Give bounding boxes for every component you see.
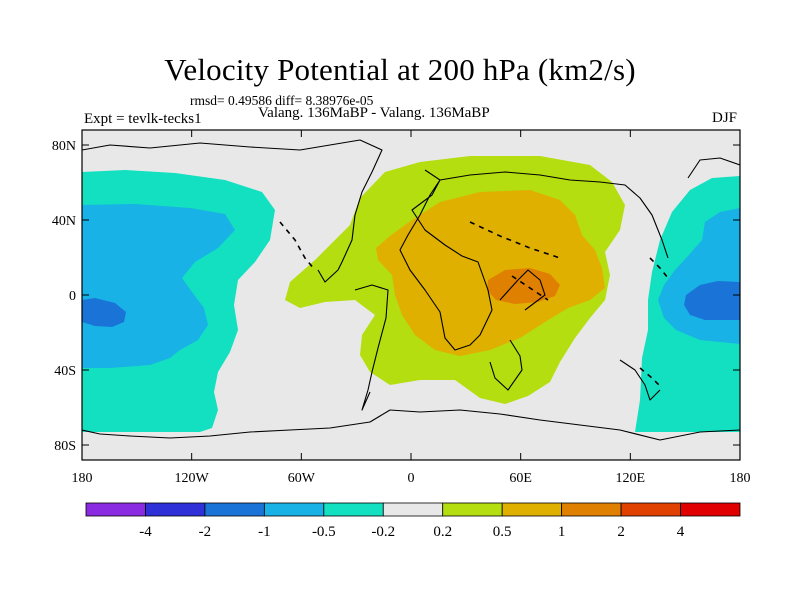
colorbar-label: -2 [199,524,212,540]
contour-west-neg05 [82,204,235,368]
map-panel [82,130,740,460]
colorbar-swatch [145,502,206,517]
colorbar-swatch [561,502,622,517]
colorbar-label: 1 [558,524,566,540]
colorbar-swatch [382,502,444,517]
contour-center-pos1 [487,268,560,304]
colorbar-swatch [204,502,265,517]
contour-east-neg1 [684,281,740,320]
y-axis: 80N 40N 0 40S 80S [52,139,740,454]
colorbar: -4 -2 -1 -0.5 -0.2 0.2 0.5 1 2 4 [85,502,741,540]
colorbar-swatch [323,502,384,517]
x-tick-label: 180 [72,471,93,486]
colorbar-swatch [680,502,741,517]
contour-center-pos05 [376,190,605,356]
stats-label: rmsd= 0.49586 diff= 8.38976e-05 [190,93,374,108]
colorbar-swatch [442,502,503,517]
x-axis: 180 120W 60W 0 60E 120E 180 [72,130,751,486]
subtitle-label: Valang. 136MaBP - Valang. 136MaBP [258,105,490,121]
colorbar-swatch [501,502,563,517]
colorbar-label: 0.5 [493,524,512,540]
y-tick-label: 40S [54,364,76,379]
x-tick-label: 60E [509,471,532,486]
plot-title: Velocity Potential at 200 hPa (km2/s) [164,52,636,87]
experiment-label: Expt = tevlk-tecks1 [84,111,202,127]
season-label: DJF [712,110,738,126]
colorbar-label: 0.2 [433,524,452,540]
x-tick-label: 0 [408,471,415,486]
colorbar-label: -4 [139,524,152,540]
x-tick-label: 120E [616,471,646,486]
y-tick-label: 80S [54,439,76,454]
colorbar-label: -0.2 [371,524,395,540]
y-tick-label: 80N [52,139,76,154]
colorbar-label: -0.5 [312,524,336,540]
colorbar-swatch [620,502,681,517]
y-tick-label: 40N [52,214,76,229]
x-tick-label: 120W [175,471,210,486]
colorbar-label: 4 [677,524,685,540]
y-tick-label: 0 [69,289,76,304]
x-tick-label: 180 [730,471,751,486]
colorbar-label: -1 [258,524,271,540]
coastlines [82,139,740,441]
island-chains [279,221,669,389]
colorbar-swatch [85,502,146,517]
contour-west-neg1 [82,298,126,327]
x-tick-label: 60W [288,471,316,486]
colorbar-swatch [263,502,325,517]
colorbar-label: 2 [617,524,625,540]
